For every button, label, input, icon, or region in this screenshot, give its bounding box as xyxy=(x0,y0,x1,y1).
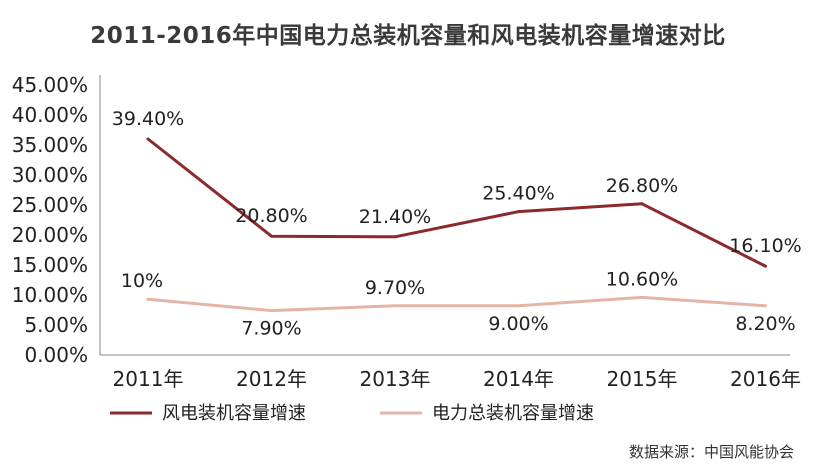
x-tick-label: 2015年 xyxy=(607,367,678,391)
data-label: 7.90% xyxy=(241,318,301,340)
x-tick-label: 2014年 xyxy=(483,367,554,391)
x-tick-label: 2012年 xyxy=(236,367,307,391)
x-tick-label: 2016年 xyxy=(730,367,801,391)
series-line xyxy=(147,295,766,313)
data-point xyxy=(393,304,397,308)
data-point xyxy=(640,202,644,206)
y-tick-label: 15.00% xyxy=(12,253,88,277)
data-source-note: 数据来源：中国风能协会 xyxy=(628,443,794,461)
y-tick-label: 5.00% xyxy=(24,313,88,337)
data-point xyxy=(270,309,273,313)
y-tick-label: 45.00% xyxy=(12,73,88,97)
y-tick-label: 35.00% xyxy=(12,133,88,157)
y-tick-label: 10.00% xyxy=(12,283,88,307)
y-tick-label: 0.00% xyxy=(24,343,88,367)
y-tick-label: 40.00% xyxy=(12,103,88,127)
data-label: 21.40% xyxy=(359,206,431,228)
data-point xyxy=(146,137,150,141)
data-point xyxy=(393,235,397,239)
data-label: 26.80% xyxy=(606,175,678,197)
data-point xyxy=(517,210,520,214)
data-point xyxy=(146,297,150,301)
data-label: 20.80% xyxy=(235,205,307,227)
series-line xyxy=(147,137,767,268)
legend-label: 风电装机容量增速 xyxy=(162,403,306,424)
data-point xyxy=(517,304,520,308)
data-label: 10.60% xyxy=(606,268,678,290)
y-tick-label: 20.00% xyxy=(12,223,88,247)
y-tick-label: 25.00% xyxy=(12,193,88,217)
data-label: 10% xyxy=(121,270,163,292)
data-label: 39.40% xyxy=(112,108,184,130)
legend-label: 电力总装机容量增速 xyxy=(432,403,594,424)
data-label: 8.20% xyxy=(735,313,795,335)
data-point xyxy=(270,234,273,238)
data-point xyxy=(640,295,644,299)
chart-title: 2011-2016年中国电力总装机容量和风电装机容量增速对比 xyxy=(90,23,726,49)
y-tick-label: 30.00% xyxy=(12,163,88,187)
data-point xyxy=(764,264,767,268)
data-label: 16.10% xyxy=(729,235,801,257)
data-label: 9.70% xyxy=(365,277,425,299)
data-label: 9.00% xyxy=(488,313,548,335)
data-label: 25.40% xyxy=(482,183,554,205)
data-point xyxy=(764,304,767,308)
x-tick-label: 2011年 xyxy=(113,367,184,391)
x-tick-label: 2013年 xyxy=(360,367,431,391)
